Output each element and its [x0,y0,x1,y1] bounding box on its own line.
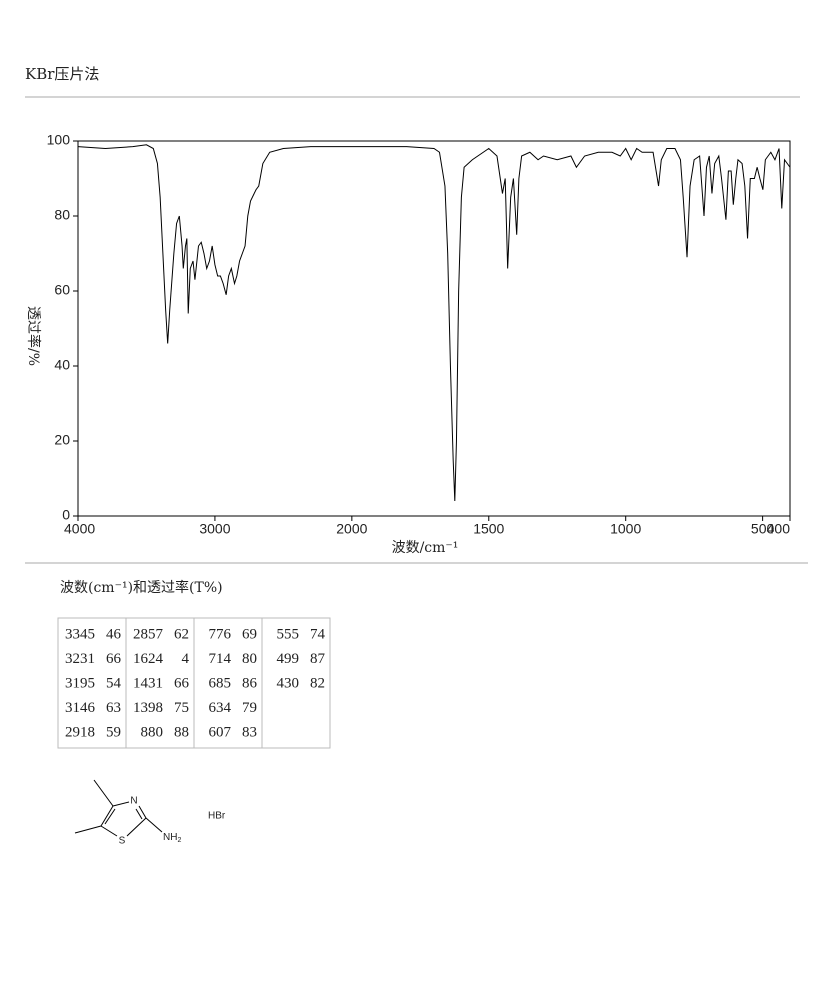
bond [100,825,118,837]
page-title: KBr压片法 [25,65,99,83]
plot-frame [77,140,791,517]
amine-subscript: 2 [177,837,181,844]
transmittance-cell: 62 [174,626,189,642]
y-tick-label: 80 [54,207,70,223]
wavenumber-cell: 1624 [133,651,164,667]
y-tick-label: 0 [62,507,70,523]
transmittance-cell: 87 [310,651,326,667]
transmittance-cell: 79 [242,700,257,716]
wavenumber-cell: 1431 [133,675,163,691]
bond [145,817,163,833]
wavenumber-cell: 685 [209,675,232,691]
transmittance-cell: 54 [106,675,122,691]
transmittance-cell: 66 [174,675,190,691]
y-tick-label: 20 [54,432,70,448]
transmittance-cell: 80 [242,651,257,667]
bond [74,825,102,834]
atom-label: S [119,836,126,847]
x-tick-label: 1500 [473,521,504,537]
wavenumber-cell: 607 [209,724,232,740]
bond [104,808,116,825]
transmittance-cell: 46 [106,626,122,642]
wavenumber-cell: 776 [209,626,232,642]
wavenumber-cell: 3345 [65,626,95,642]
transmittance-cell: 88 [174,724,189,740]
y-tick-label: 40 [54,357,70,373]
transmittance-cell: 59 [106,724,121,740]
wavenumber-cell: 555 [277,626,300,642]
bond [93,779,114,807]
wavenumber-cell: 634 [209,700,232,716]
molecule [74,779,163,837]
bond [100,805,114,827]
wavenumber-cell: 880 [141,724,164,740]
bond [138,805,147,819]
transmittance-cell: 74 [310,626,326,642]
bond [126,817,147,837]
wavenumber-cell: 3195 [65,675,95,691]
amine-label: NH2 [163,832,181,844]
bond [112,801,130,807]
transmittance-cell: 75 [174,700,189,716]
y-axis-label: 透过率/% [25,306,42,366]
x-tick-label: 1000 [610,521,641,537]
wavenumber-cell: 1398 [133,700,163,716]
x-axis-label: 波数/cm⁻¹ [392,540,459,556]
salt-label: HBr [208,811,226,822]
x-tick-label: 4000 [64,521,95,537]
y-tick-label: 60 [54,282,70,298]
x-tick-label: 2000 [336,521,367,537]
x-tick-label: 3000 [199,521,230,537]
wavenumber-cell: 3146 [65,700,96,716]
x-tick-label: 500 [751,521,775,537]
wavenumber-cell: 714 [209,651,232,667]
amine-text: NH [163,832,177,843]
transmittance-cell: 83 [242,724,257,740]
y-tick-label: 100 [47,132,71,148]
wavenumber-cell: 430 [277,675,300,691]
transmittance-cell: 86 [242,675,258,691]
wavenumber-cell: 2918 [65,724,95,740]
table-caption: 波数(cm⁻¹)和透过率(T%) [60,579,223,596]
wavenumber-cell: 3231 [65,651,95,667]
transmittance-cell: 82 [310,675,325,691]
transmittance-cell: 69 [242,626,257,642]
atom-label: N [130,796,137,807]
x-tick-label: 400 [767,521,791,537]
bond [135,808,143,820]
wavenumber-cell: 2857 [133,626,164,642]
transmittance-cell: 63 [106,700,121,716]
transmittance-cell: 66 [106,651,122,667]
wavenumber-cell: 499 [277,651,300,667]
spectrum-line [77,144,791,502]
transmittance-cell: 4 [182,651,190,667]
